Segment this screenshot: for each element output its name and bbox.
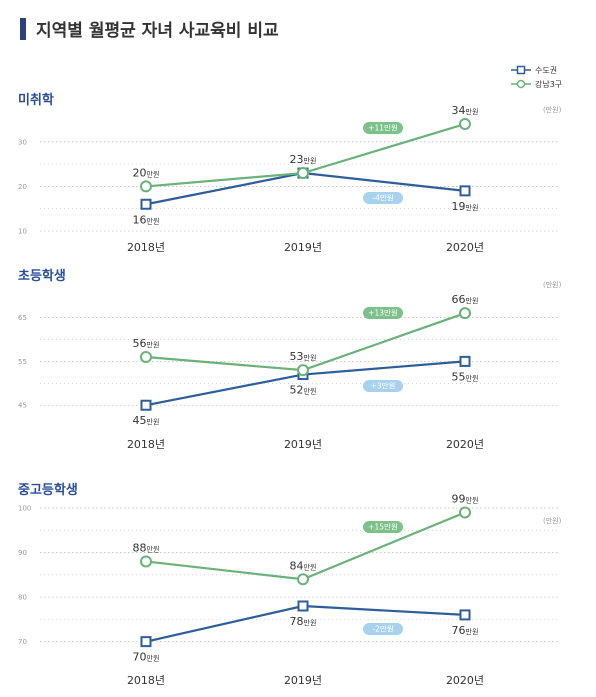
y-tick-label: 30 xyxy=(18,138,27,146)
data-point-capital xyxy=(459,355,471,367)
legend-marker-gangnam xyxy=(516,79,526,89)
change-badge xyxy=(363,307,403,319)
data-point-gangnam xyxy=(459,118,471,130)
y-tick-label: 90 xyxy=(18,549,27,557)
change-badge-text: +3만원 xyxy=(371,382,396,391)
data-label-gangnam: 88만원 xyxy=(133,541,160,554)
y-tick-label: 20 xyxy=(18,183,27,191)
change-badge-text: +11만원 xyxy=(368,124,398,133)
data-label-gangnam: 84만원 xyxy=(290,559,317,572)
data-label-capital: 52만원 xyxy=(290,384,317,397)
data-point-gangnam xyxy=(297,573,309,586)
data-point-capital xyxy=(297,600,309,612)
panel-elementary: 초등학생 (만원) 45 55 65 2018년 2019년 2020년 45만원 52만원 5… xyxy=(18,268,562,451)
data-label-capital: 76만원 xyxy=(452,624,479,637)
legend-label-gangnam: 강남3구 xyxy=(535,79,562,89)
data-point-gangnam xyxy=(459,506,471,519)
y-tick-label: 100 xyxy=(18,505,31,513)
data-point-gangnam xyxy=(140,351,152,363)
change-badge xyxy=(363,122,403,134)
data-label-capital: 55만원 xyxy=(452,370,479,383)
y-tick-label: 10 xyxy=(18,228,27,236)
x-tick-label: 2018년 xyxy=(127,438,165,451)
y-tick-label: 80 xyxy=(18,594,27,602)
x-tick-label: 2019년 xyxy=(284,674,322,687)
panel-title: 초등학생 xyxy=(18,268,66,284)
data-point-capital xyxy=(459,609,471,621)
data-label-gangnam: 34만원 xyxy=(452,104,479,117)
change-badge-text: -4만원 xyxy=(372,194,393,203)
unit-label: (만원) xyxy=(543,516,562,525)
data-point-capital xyxy=(140,399,152,411)
panel-secondary: 중고등학생 (만원) 70 80 90 100 2018년 2019년 2020년 70만원 7… xyxy=(18,482,562,687)
data-point-gangnam xyxy=(140,555,152,568)
change-badge xyxy=(363,192,403,204)
legend-label-capital: 수도권 xyxy=(535,65,557,75)
unit-label: (만원) xyxy=(543,280,562,289)
change-badge-text: +15만원 xyxy=(368,523,398,532)
x-tick-label: 2020년 xyxy=(446,674,484,687)
change-badge-text: -2만원 xyxy=(372,625,393,634)
y-tick-label: 55 xyxy=(18,358,27,366)
unit-label: (만원) xyxy=(543,105,562,114)
legend-marker-capital xyxy=(516,65,526,75)
data-label-capital: 70만원 xyxy=(133,651,160,664)
data-label-gangnam: 20만원 xyxy=(133,166,160,179)
data-label-capital: 23만원 xyxy=(290,153,317,166)
data-label-gangnam: 53만원 xyxy=(290,350,317,363)
data-label-capital: 16만원 xyxy=(133,213,160,226)
data-label-capital: 45만원 xyxy=(133,414,160,427)
data-label-gangnam: 99만원 xyxy=(452,492,479,505)
y-tick-label: 45 xyxy=(18,402,27,410)
data-point-capital xyxy=(459,185,471,197)
legend: 수도권 강남3구 xyxy=(511,65,562,89)
data-label-gangnam: 66만원 xyxy=(452,293,479,306)
panel-title: 미취학 xyxy=(18,92,54,108)
x-tick-label: 2018년 xyxy=(127,674,165,687)
y-tick-label: 70 xyxy=(18,638,27,646)
x-tick-label: 2020년 xyxy=(446,438,484,451)
x-tick-label: 2019년 xyxy=(284,241,322,254)
data-label-capital: 78만원 xyxy=(290,615,317,628)
data-point-gangnam xyxy=(297,167,309,180)
x-tick-label: 2018년 xyxy=(127,241,165,254)
title-bar-accent xyxy=(20,18,26,40)
x-tick-label: 2019년 xyxy=(284,438,322,451)
panel-title: 중고등학생 xyxy=(18,482,78,498)
x-tick-label: 2020년 xyxy=(446,241,484,254)
change-badge xyxy=(363,623,403,635)
data-point-capital xyxy=(140,636,152,648)
change-badge xyxy=(363,521,403,533)
page-title: 지역별 월평균 자녀 사교육비 비교 xyxy=(36,21,279,41)
data-point-capital xyxy=(140,198,152,210)
change-badge xyxy=(363,380,403,392)
data-label-capital: 19만원 xyxy=(452,200,479,213)
change-badge-text: +13만원 xyxy=(368,309,398,318)
data-point-gangnam xyxy=(459,307,471,320)
data-label-gangnam: 56만원 xyxy=(133,337,160,350)
data-point-gangnam xyxy=(140,180,152,193)
data-point-gangnam xyxy=(297,364,309,377)
y-tick-label: 65 xyxy=(18,314,27,322)
panel-preschool: 미취학 (만원) 10 20 30 2018년 2019년 2020년 16만원 23만원 19… xyxy=(18,92,562,254)
